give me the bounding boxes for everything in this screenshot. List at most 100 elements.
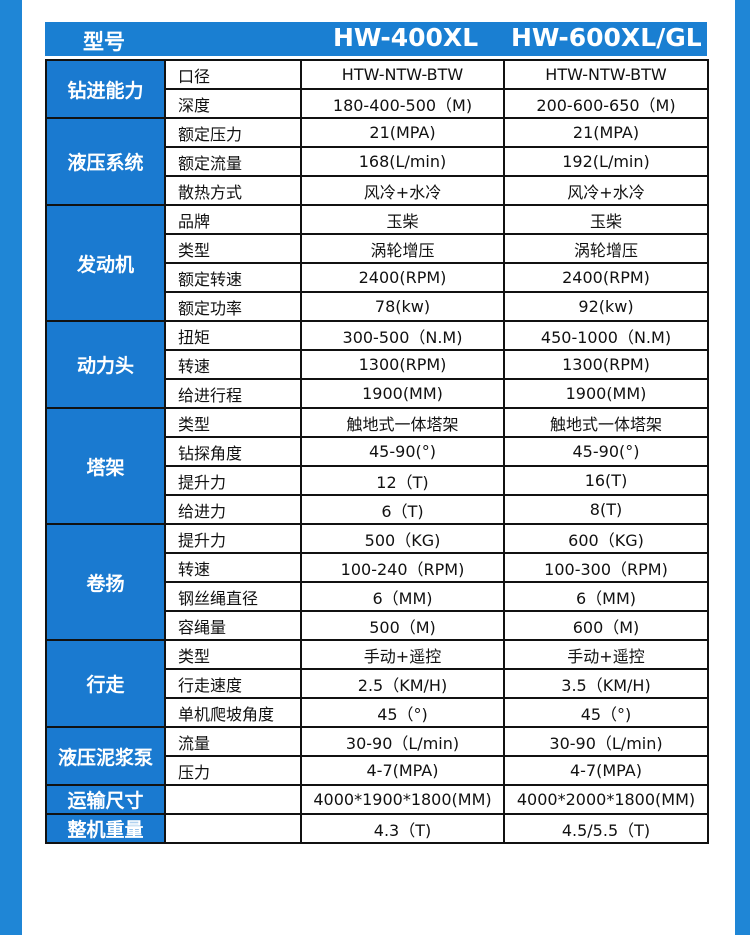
spec-label: 钢丝绳直径: [164, 581, 302, 612]
spec-label: 提升力: [164, 523, 302, 554]
spec-label: 压力: [164, 755, 302, 786]
model-2-value: 触地式一体塔架: [503, 407, 709, 438]
model-2-value: 600（KG): [503, 523, 709, 554]
table-row: 给进力 6（T) 8(T): [46, 494, 709, 525]
spec-label: 类型: [164, 639, 302, 670]
spec-label: 类型: [164, 233, 302, 264]
spec-label: 品牌: [164, 204, 302, 235]
group-header: 钻进能力: [45, 59, 166, 119]
model-1-value: 300-500（N.M): [300, 320, 505, 351]
table-row: 液压系统 额定压力 21(MPA) 21(MPA): [45, 117, 709, 206]
model-2-value: 600（M): [503, 610, 709, 641]
group-header: 卷扬: [45, 523, 166, 641]
model-1-value: 500（KG): [300, 523, 505, 554]
spec-label: 给进力: [164, 494, 302, 525]
model-1-value: 手动+遥控: [300, 639, 505, 670]
table-row: 发动机 品牌 玉柴 玉柴: [45, 204, 709, 322]
table-row: 额定转速 2400(RPM) 2400(RPM): [46, 262, 709, 293]
model-2-title: HW-600XL/GL: [511, 23, 702, 52]
group-header: 发动机: [45, 204, 166, 322]
group-header: 行走: [45, 639, 166, 728]
table-row: 压力 4-7(MPA) 4-7(MPA): [46, 755, 709, 786]
model-1-value: 6（MM): [300, 581, 505, 612]
model-1-value: 168(L/min): [300, 146, 505, 177]
model-2-value: 手动+遥控: [503, 639, 709, 670]
model-header: 型号 HW-400XL HW-600XL/GL: [45, 22, 707, 56]
spec-label: 扭矩: [164, 320, 302, 351]
spec-label: 额定功率: [164, 291, 302, 322]
model-2-value: 100-300（RPM): [503, 552, 709, 583]
table-row: 额定流量 168(L/min) 192(L/min): [46, 146, 709, 177]
model-1-value: 45（°): [300, 697, 505, 728]
spec-label: 钻探角度: [164, 436, 302, 467]
model-2-value: 8(T): [503, 494, 709, 525]
model-2-value: HTW-NTW-BTW: [503, 59, 709, 90]
model-2-value: 30-90（L/min): [503, 726, 709, 757]
model-1-value: 45-90(°): [300, 436, 505, 467]
spec-label: 深度: [164, 88, 302, 119]
model-2-value: 45（°): [503, 697, 709, 728]
model-2-value: 1900(MM): [503, 378, 709, 409]
model-2-value: 4-7(MPA): [503, 755, 709, 786]
spec-label: 提升力: [164, 465, 302, 496]
table-row: 钻进能力 口径 HTW-NTW-BTW HTW-NTW-BTW: [45, 59, 709, 119]
spec-label: 转速: [164, 349, 302, 380]
spec-label: 类型: [164, 407, 302, 438]
model-1-value: 78(kw): [300, 291, 505, 322]
table-row: 转速 1300(RPM) 1300(RPM): [46, 349, 709, 380]
model-1-value: 4000*1900*1800(MM): [300, 784, 505, 815]
spec-label: 容绳量: [164, 610, 302, 641]
model-2-value: 16(T): [503, 465, 709, 496]
model-2-value: 玉柴: [503, 204, 709, 235]
model-2-value: 2400(RPM): [503, 262, 709, 293]
spec-label: 流量: [164, 726, 302, 757]
model-2-value: 92(kw): [503, 291, 709, 322]
table-row: 整机重量 4.3（T) 4.5/5.5（T): [45, 813, 709, 844]
spec-label: 行走速度: [164, 668, 302, 699]
group-header: 液压泥浆泵: [45, 726, 166, 786]
table-row: 运输尺寸 4000*1900*1800(MM) 4000*2000*1800(MM): [45, 784, 709, 815]
table-row: 额定功率 78(kw) 92(kw): [46, 291, 709, 322]
table-row: 提升力 12（T) 16(T): [46, 465, 709, 496]
spec-label: 口径: [164, 59, 302, 90]
table-row: 塔架 类型 触地式一体塔架 触地式一体塔架: [45, 407, 709, 525]
model-2-value: 6（MM): [503, 581, 709, 612]
group-header: 液压系统: [45, 117, 166, 206]
table-row: 动力头 扭矩 300-500（N.M) 450-1000（N.M): [45, 320, 709, 409]
model-2-value: 涡轮增压: [503, 233, 709, 264]
model-2-value: 450-1000（N.M): [503, 320, 709, 351]
model-1-value: 风冷+水冷: [300, 175, 505, 206]
table-row: 液压泥浆泵 流量 30-90（L/min) 30-90（L/min): [45, 726, 709, 786]
spec-label: 额定转速: [164, 262, 302, 293]
model-1-value: 30-90（L/min): [300, 726, 505, 757]
model-2-value: 45-90(°): [503, 436, 709, 467]
model-1-value: 500（M): [300, 610, 505, 641]
model-1-value: 100-240（RPM): [300, 552, 505, 583]
table-row: 转速 100-240（RPM) 100-300（RPM): [46, 552, 709, 583]
spec-label: 额定流量: [164, 146, 302, 177]
model-1-value: 触地式一体塔架: [300, 407, 505, 438]
model-1-value: 21(MPA): [300, 117, 505, 148]
group-header: 整机重量: [45, 813, 166, 844]
group-header: 塔架: [45, 407, 166, 525]
model-1-value: 2.5（KM/H): [300, 668, 505, 699]
model-1-value: 1900(MM): [300, 378, 505, 409]
model-1-value: 涡轮增压: [300, 233, 505, 264]
table-row: 钢丝绳直径 6（MM) 6（MM): [46, 581, 709, 612]
model-1-value: 180-400-500（M): [300, 88, 505, 119]
spec-label: 转速: [164, 552, 302, 583]
model-2-value: 21(MPA): [503, 117, 709, 148]
table-row: 钻探角度 45-90(°) 45-90(°): [46, 436, 709, 467]
table-row: 卷扬 提升力 500（KG) 600（KG): [45, 523, 709, 641]
model-1-value: 1300(RPM): [300, 349, 505, 380]
model-1-value: 玉柴: [300, 204, 505, 235]
model-1-value: 2400(RPM): [300, 262, 505, 293]
table-row: 容绳量 500（M) 600（M): [46, 610, 709, 641]
model-label: 型号: [83, 30, 125, 54]
model-2-value: 200-600-650（M): [503, 88, 709, 119]
spec-label: 单机爬坡角度: [164, 697, 302, 728]
model-1-title: HW-400XL: [333, 23, 479, 52]
table-row: 单机爬坡角度 45（°) 45（°): [46, 697, 709, 728]
table-row: 类型 涡轮增压 涡轮增压: [46, 233, 709, 264]
model-2-value: 4.5/5.5（T): [503, 813, 709, 844]
